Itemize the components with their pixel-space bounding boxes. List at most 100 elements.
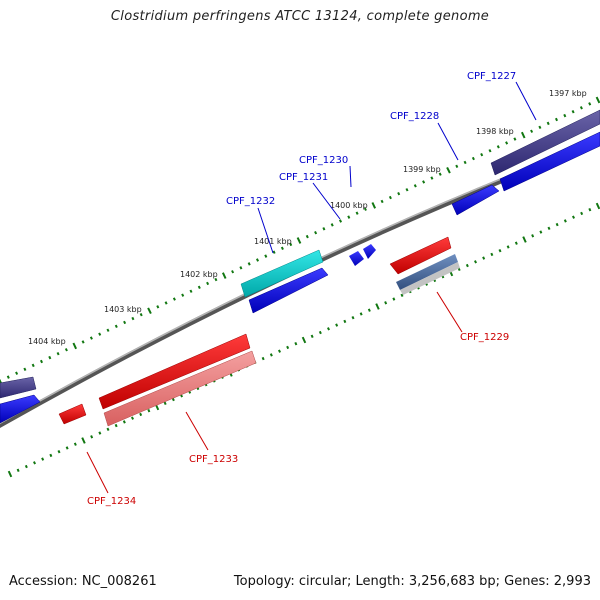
scale-tick <box>289 242 293 247</box>
scale-tick <box>375 303 380 310</box>
kbp-label: 1399 kbp <box>403 165 441 174</box>
scale-tick <box>147 409 151 413</box>
gene-label-cpf-1233[interactable]: CPF_1233 <box>189 454 238 465</box>
kbp-label: 1397 kbp <box>549 89 587 98</box>
scale-tick <box>326 327 331 331</box>
gene-arrow-left-blue[interactable] <box>0 394 41 424</box>
scale-tick <box>286 345 290 350</box>
gene-arrow-cpf-1227[interactable] <box>490 109 600 176</box>
scale-tick <box>343 319 347 324</box>
gene-label-cpf-1229[interactable]: CPF_1229 <box>460 332 509 343</box>
kbp-label: 1402 kbp <box>180 270 218 279</box>
scale-tick <box>473 260 478 264</box>
scale-tick <box>595 202 600 210</box>
scale-tick <box>98 431 102 435</box>
gene-arrow-cpf-1233-pink[interactable] <box>103 350 257 427</box>
scale-tick <box>139 412 143 417</box>
scale-tick <box>123 320 127 325</box>
scale-tick <box>498 248 502 253</box>
scale-tick <box>261 356 265 361</box>
scale-tick <box>39 359 44 364</box>
gene-arrow-cpf-1228[interactable] <box>499 131 600 192</box>
gene-arrow-cpf-1231[interactable] <box>349 251 364 266</box>
kbp-label: 1404 kbp <box>28 337 66 346</box>
scale-tick <box>6 375 10 379</box>
scale-tick <box>547 226 551 231</box>
scale-tick <box>269 353 273 357</box>
scale-tick <box>206 281 210 286</box>
gene-label-cpf-1228[interactable]: CPF_1228 <box>390 111 439 122</box>
forward-genes <box>0 109 600 424</box>
scale-tick <box>563 113 567 118</box>
scale-tick <box>41 457 45 461</box>
scale-tick <box>579 106 583 110</box>
scale-tick <box>301 336 307 344</box>
gene-label-cpf-1231[interactable]: CPF_1231 <box>279 172 328 183</box>
scale-tick <box>400 293 404 298</box>
gene-arrow-cpf-1232[interactable] <box>240 249 324 298</box>
scale-tick <box>314 230 318 235</box>
kbp-label: 1398 kbp <box>476 127 514 136</box>
scale-tick <box>530 129 534 133</box>
gene-arrow-cpf-1229[interactable] <box>389 236 452 275</box>
scale-tick <box>16 468 20 472</box>
scale-tick <box>482 256 486 260</box>
gene-label-cpf-1232[interactable]: CPF_1232 <box>226 196 275 207</box>
scale-tick <box>277 349 282 353</box>
gene-arrow-cpf-1233[interactable] <box>98 333 251 410</box>
scale-tick <box>388 195 392 200</box>
gene-arrow-small-blue[interactable] <box>451 184 500 216</box>
scale-tick <box>231 270 235 274</box>
gene-label-cpf-1230[interactable]: CPF_1230 <box>299 155 348 166</box>
gene-arrow-cpf-1230[interactable] <box>363 244 376 259</box>
scale-tick <box>181 293 185 297</box>
scale-tick <box>514 241 518 245</box>
scale-tick <box>64 348 68 352</box>
scale-tick <box>588 208 592 212</box>
scale-tick <box>338 219 343 223</box>
scale-tick <box>197 285 201 290</box>
scale-tick <box>7 470 13 478</box>
gene-arrow-blue-middle[interactable] <box>248 267 329 314</box>
scale-tick <box>318 330 322 335</box>
scale-tick <box>580 211 584 216</box>
scale-tick <box>98 332 102 336</box>
scale-tick <box>305 234 309 239</box>
scale-tick <box>347 215 351 219</box>
scale-tick <box>539 230 543 234</box>
scale-tick <box>172 297 176 301</box>
scale-tick <box>163 401 167 405</box>
scale-tick <box>57 449 61 454</box>
gene-arrow-cpf-1229-grey[interactable] <box>400 262 460 295</box>
kbp-scale-labels: 1397 kbp 1398 kbp 1399 kbp 1400 kbp 1401… <box>28 89 587 346</box>
scale-tick <box>455 164 459 169</box>
scale-tick <box>81 340 85 344</box>
scale-tick <box>164 301 168 305</box>
scale-tick <box>73 442 77 446</box>
scale-tick <box>496 145 500 149</box>
scale-tick <box>554 117 559 122</box>
gene-arrow-cpf-1229-steel[interactable] <box>396 254 458 290</box>
gene-label-cpf-1227[interactable]: CPF_1227 <box>467 71 516 82</box>
scale-tick <box>65 446 69 450</box>
scale-tick <box>563 219 567 223</box>
scale-tick <box>130 416 135 420</box>
scale-tick <box>355 211 359 215</box>
scale-tick <box>221 272 227 279</box>
scale-tick <box>506 245 510 249</box>
scale-tick <box>310 334 314 338</box>
scale-tick <box>255 258 260 262</box>
gene-arrow-left-navy[interactable] <box>0 376 37 399</box>
scale-tick <box>490 252 494 257</box>
gene-arrow-cpf-1234[interactable] <box>58 403 87 425</box>
scale-tick <box>81 437 86 444</box>
scale-tick <box>106 427 110 432</box>
genome-stats-text: Topology: circular; Length: 3,256,683 bp… <box>233 574 591 589</box>
scale-tick <box>147 307 152 315</box>
gene-label-cpf-1234[interactable]: CPF_1234 <box>87 496 136 507</box>
scale-tick <box>488 149 492 153</box>
scale-tick <box>214 277 218 282</box>
scale-tick <box>371 202 377 209</box>
scale-tick <box>538 125 542 130</box>
